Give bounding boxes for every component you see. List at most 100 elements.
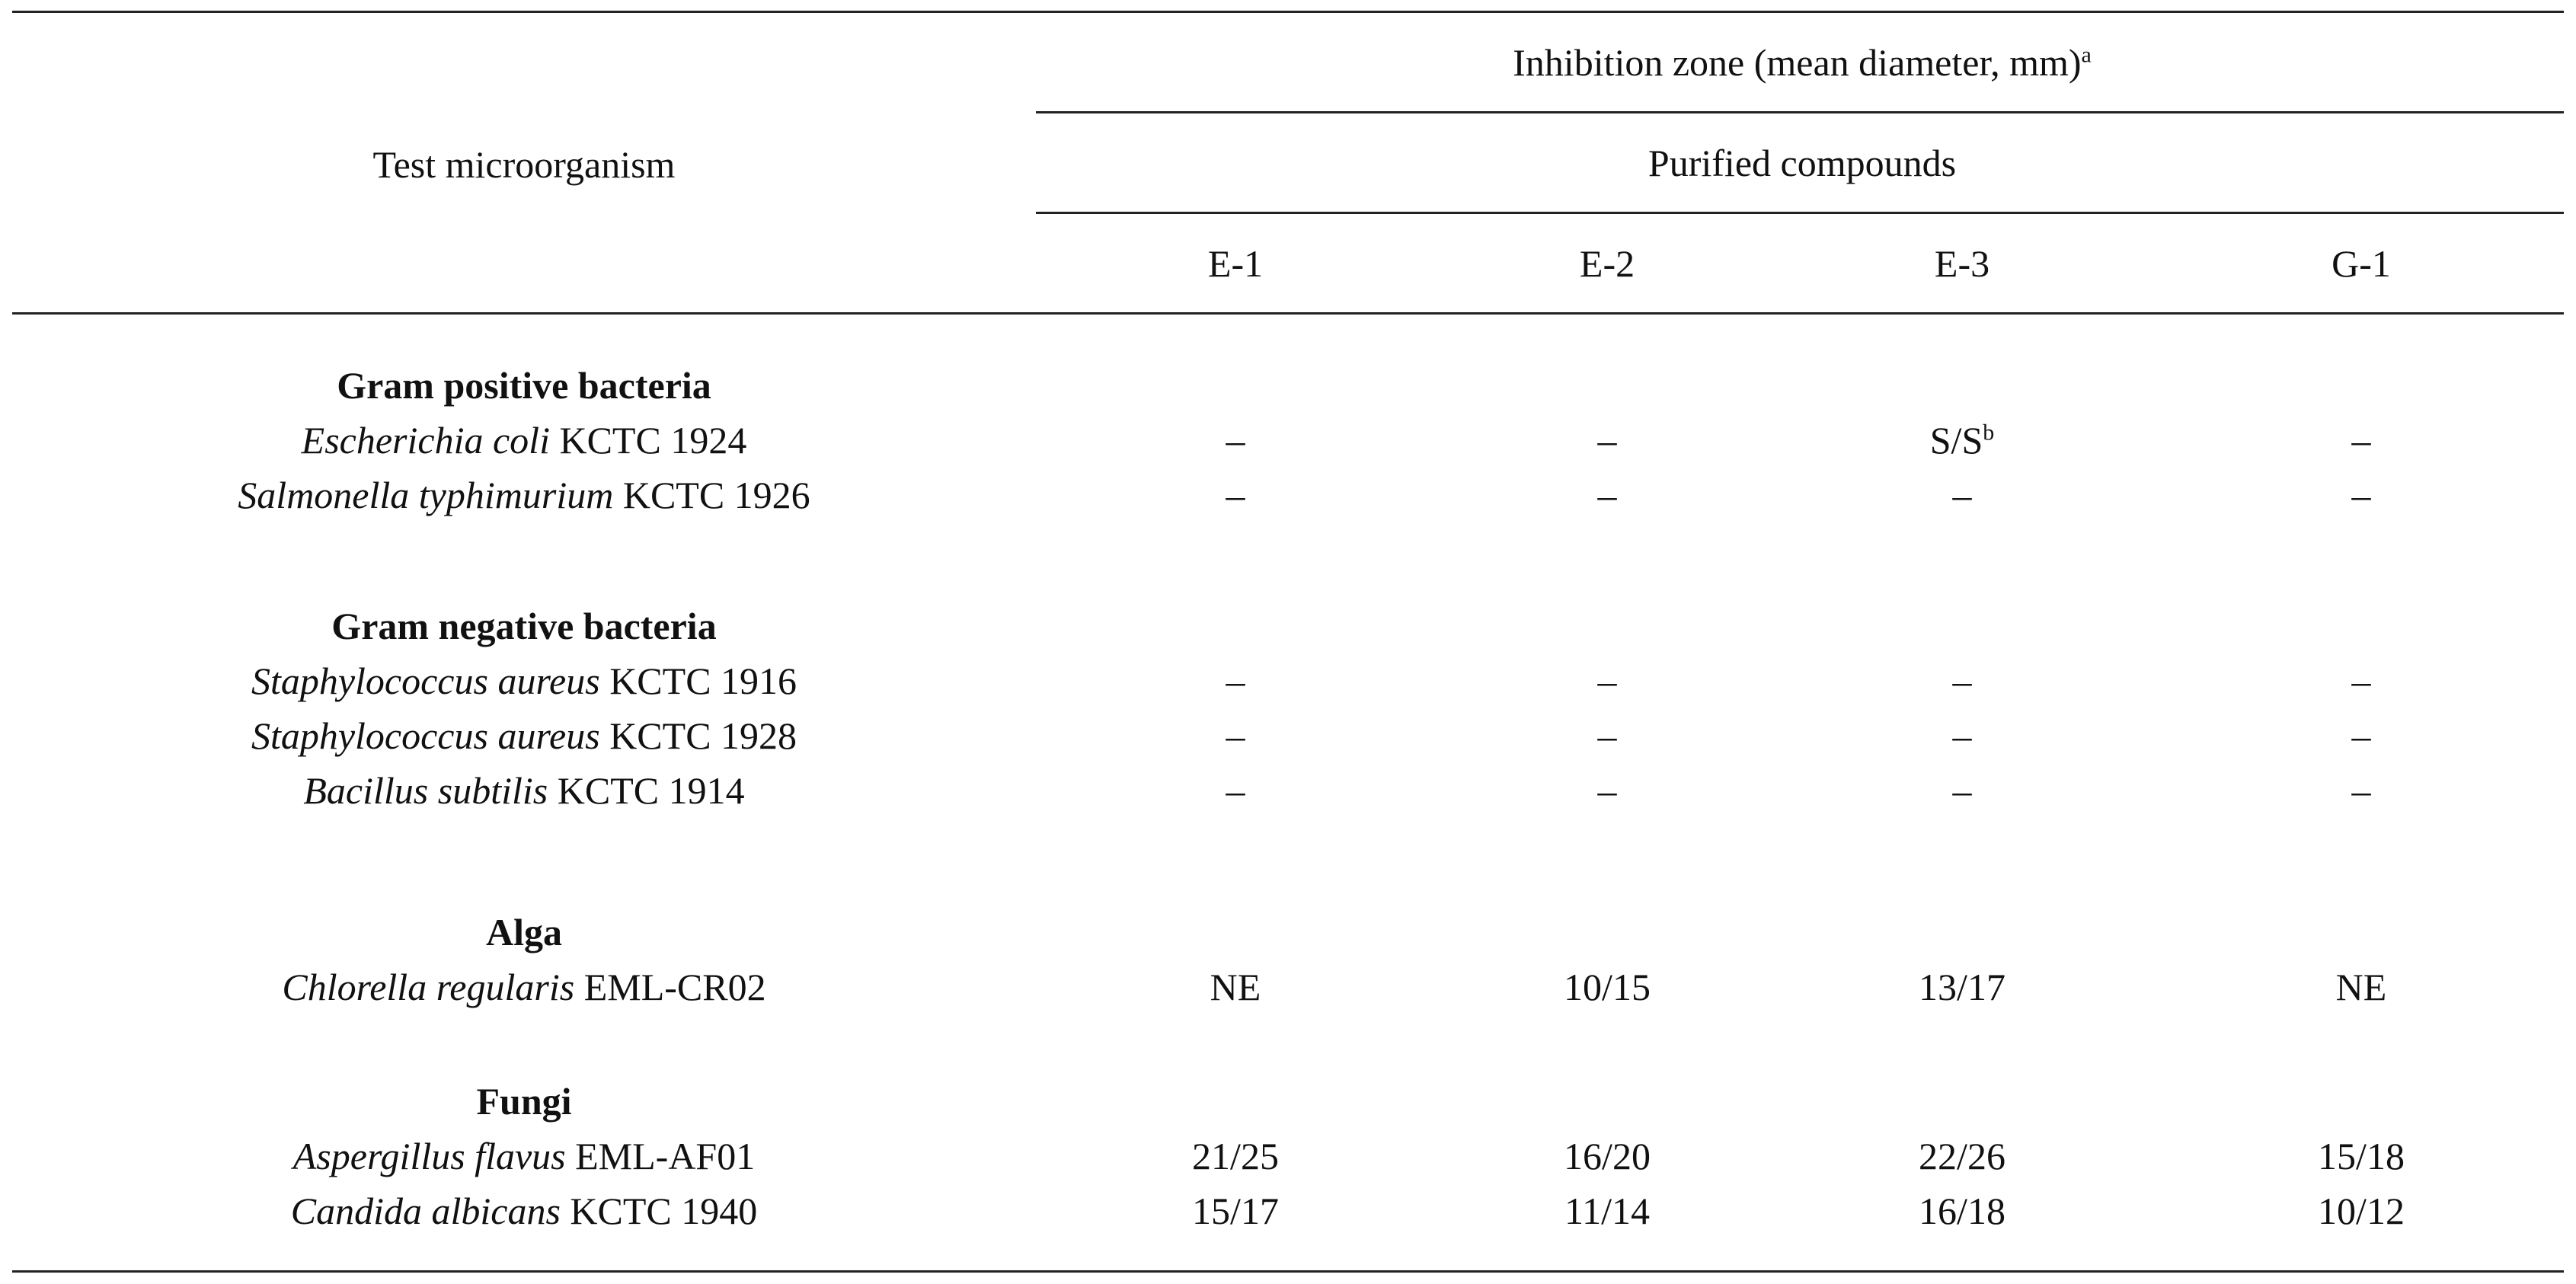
inhibition-value: 10/12 [2318,1190,2405,1232]
value-cell: NE [2336,964,2387,1010]
value-cell: 15/18 [2318,1133,2405,1179]
header-bottom-rule [12,312,2564,315]
organism-strain: KCTC 1916 [609,660,797,702]
no-activity-dash: – [1952,660,1972,702]
organism-label: Chlorella regularis EML-CR02 [282,964,765,1010]
organism-species: Candida albicans [290,1190,561,1232]
organism-strain: KCTC 1940 [570,1190,758,1232]
value-cell: 22/26 [1919,1133,2006,1179]
no-activity-dash: – [1226,419,1245,462]
value-cell: – [1598,768,1617,813]
value-cell: – [1598,417,1617,463]
no-activity-dash: – [1597,660,1617,702]
organism-label: Bacillus subtilis KCTC 1914 [303,768,744,813]
value-cell: 10/15 [1564,964,1651,1010]
inhibition-value: 16/20 [1564,1135,1651,1177]
organism-strain: KCTC 1924 [559,419,747,462]
organism-species: Staphylococcus aureus [251,714,600,757]
value-cell: 15/17 [1192,1188,1279,1234]
organism-strain: KCTC 1914 [557,769,745,812]
value-cell: – [1953,658,1972,704]
inhibition-value: 10/15 [1564,966,1651,1008]
organism-species: Staphylococcus aureus [251,660,600,702]
no-activity-dash: – [1597,474,1617,516]
organism-species: Aspergillus flavus [292,1135,566,1177]
inhibition-value: NE [1210,966,1261,1008]
value-cell: 10/12 [2318,1188,2405,1234]
organism-strain: EML-CR02 [583,966,766,1008]
footnote-mark-a: a [2081,42,2092,68]
organism-label: Salmonella typhimurium KCTC 1926 [238,472,810,518]
value-cell: – [1598,472,1617,518]
value-cell: – [1226,713,1245,759]
no-activity-dash: – [2351,660,2371,702]
inhibition-value: 22/26 [1919,1135,2006,1177]
no-activity-dash: – [2351,474,2371,516]
inhibition-zone-header: Inhibition zone (mean diameter, mm)a [1513,40,2092,85]
value-cell: 11/14 [1564,1188,1650,1234]
no-activity-dash: – [1952,714,1972,757]
no-activity-dash: – [2351,769,2371,812]
inhibition-value: S/S [1929,419,1983,462]
no-activity-dash: – [1952,474,1972,516]
no-activity-dash: – [2351,714,2371,757]
organism-species: Bacillus subtilis [303,769,548,812]
inhibition-value: 16/18 [1919,1190,2006,1232]
value-cell: 21/25 [1192,1133,1279,1179]
inhibition-value: 15/18 [2318,1135,2405,1177]
value-cell: – [2352,768,2371,813]
value-cell: – [2352,472,2371,518]
value-cell: S/Sb [1930,417,1995,463]
value-cell: – [1598,713,1617,759]
no-activity-dash: – [1226,660,1245,702]
no-activity-dash: – [2351,419,2371,462]
inhibition-value: 13/17 [1919,966,2006,1008]
no-activity-dash: – [1226,474,1245,516]
value-cell: – [1953,472,1972,518]
column-header-e-1: E-1 [1207,242,1264,285]
organism-strain: EML-AF01 [575,1135,756,1177]
value-cell: – [2352,417,2371,463]
no-activity-dash: – [1226,714,1245,757]
no-activity-dash: – [1597,769,1617,812]
inhibition-rule [1036,111,2564,113]
inhibition-value: NE [2335,966,2387,1008]
group-heading: Fungi [476,1080,572,1123]
group-heading: Gram negative bacteria [331,605,717,647]
inhibition-value: 15/17 [1192,1190,1279,1232]
table-top-rule [12,11,2564,13]
value-cell: 16/20 [1564,1133,1651,1179]
no-activity-dash: – [1952,769,1972,812]
organism-label: Aspergillus flavus EML-AF01 [293,1133,755,1179]
value-cell: NE [1210,964,1261,1010]
value-cell: – [1598,658,1617,704]
footnote-mark-b: b [1983,420,1995,446]
organism-label: Staphylococcus aureus KCTC 1928 [251,713,797,759]
test-microorganism-header: Test microorganism [372,143,676,186]
value-cell: 13/17 [1919,964,2006,1010]
no-activity-dash: – [1597,714,1617,757]
organism-label: Staphylococcus aureus KCTC 1916 [251,658,797,704]
value-cell: – [2352,713,2371,759]
inhibition-value: 11/14 [1564,1190,1651,1232]
organism-species: Chlorella regularis [282,966,575,1008]
organism-species: Salmonella typhimurium [238,474,614,516]
organism-strain: KCTC 1926 [622,474,810,516]
column-header-e-3: E-3 [1934,242,1990,285]
organism-species: Escherichia coli [301,419,550,462]
value-cell: – [1226,472,1245,518]
column-header-e-2: E-2 [1579,242,1635,285]
inhibition-zone-title: Inhibition zone (mean diameter, mm) [1513,41,2082,84]
organism-label: Escherichia coli KCTC 1924 [302,417,747,463]
organism-label: Candida albicans KCTC 1940 [291,1188,758,1234]
column-header-g-1: G-1 [2332,242,2391,285]
no-activity-dash: – [1597,419,1617,462]
value-cell: – [2352,658,2371,704]
purified-compounds-header: Purified compounds [1648,142,1957,184]
value-cell: – [1226,417,1245,463]
value-cell: – [1226,658,1245,704]
organism-strain: KCTC 1928 [609,714,797,757]
group-heading: Alga [486,911,562,953]
value-cell: – [1226,768,1245,813]
